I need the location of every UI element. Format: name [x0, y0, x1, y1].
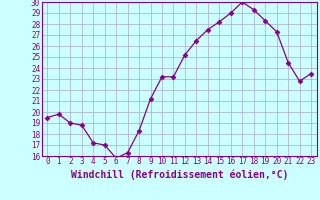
X-axis label: Windchill (Refroidissement éolien,°C): Windchill (Refroidissement éolien,°C) — [70, 169, 288, 180]
